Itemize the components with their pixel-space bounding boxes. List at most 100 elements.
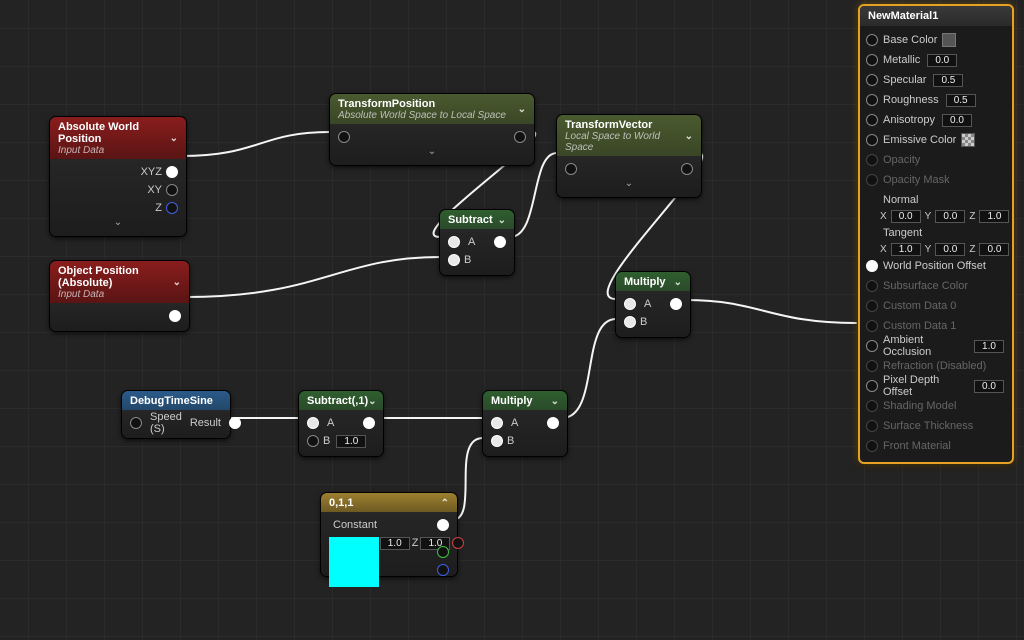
chevron-down-icon[interactable]: ⌄ bbox=[551, 396, 559, 407]
node-title: Subtract bbox=[448, 214, 493, 226]
input-pin-wpo[interactable] bbox=[866, 260, 878, 272]
value-box-b[interactable]: 1.0 bbox=[336, 435, 366, 448]
input-pin-basecolor[interactable] bbox=[866, 34, 878, 46]
chevron-down-icon[interactable]: ⌄ bbox=[518, 104, 526, 115]
input-pin-opacity bbox=[866, 154, 878, 166]
label-surfthk: Surface Thickness bbox=[883, 420, 973, 432]
input-pin-b[interactable] bbox=[624, 316, 636, 328]
output-pin[interactable] bbox=[670, 298, 682, 310]
chevron-down-icon[interactable]: ⌄ bbox=[685, 131, 693, 142]
pin-label-b: B bbox=[636, 316, 651, 328]
input-pin-b[interactable] bbox=[307, 435, 319, 447]
chevron-down-icon[interactable]: ⌄ bbox=[170, 133, 178, 144]
chevron-down-icon[interactable]: ⌄ bbox=[368, 396, 376, 407]
node-multiply-lower[interactable]: Multiply ⌄ A B bbox=[483, 391, 567, 456]
node-header[interactable]: 0,1,1 ⌃ bbox=[321, 493, 457, 512]
output-pin[interactable] bbox=[363, 417, 375, 429]
color-swatch[interactable] bbox=[329, 537, 379, 587]
input-pin-metallic[interactable] bbox=[866, 54, 878, 66]
label-specular: Specular bbox=[883, 74, 926, 86]
output-pin[interactable] bbox=[494, 236, 506, 248]
value-y[interactable]: 1.0 bbox=[380, 537, 410, 550]
expand-chevron-icon[interactable]: ⌄ bbox=[338, 146, 526, 159]
material-output-panel[interactable]: NewMaterial1 Base Color Metallic0.0 Spec… bbox=[858, 4, 1014, 464]
node-header[interactable]: Multiply ⌄ bbox=[616, 272, 690, 291]
value-tangent-z[interactable]: 0.0 bbox=[979, 243, 1009, 256]
input-pin-a[interactable] bbox=[448, 236, 460, 248]
value-anisotropy[interactable]: 0.0 bbox=[942, 114, 972, 127]
expand-chevron-icon[interactable]: ⌄ bbox=[58, 217, 178, 230]
input-pin-speed[interactable] bbox=[130, 417, 142, 429]
value-pdo[interactable]: 0.0 bbox=[974, 380, 1004, 393]
input-pin[interactable] bbox=[338, 131, 350, 143]
input-pin-b[interactable] bbox=[448, 254, 460, 266]
label-refraction: Refraction (Disabled) bbox=[883, 360, 986, 372]
value-normal-z[interactable]: 1.0 bbox=[979, 210, 1009, 223]
node-transform-position[interactable]: TransformPosition Absolute World Space t… bbox=[330, 94, 534, 165]
value-specular[interactable]: 0.5 bbox=[933, 74, 963, 87]
chevron-down-icon[interactable]: ⌄ bbox=[173, 277, 181, 288]
output-pin-xyz[interactable] bbox=[166, 166, 178, 178]
input-pin-a[interactable] bbox=[624, 298, 636, 310]
node-transform-vector[interactable]: TransformVector Local Space to World Spa… bbox=[557, 115, 701, 197]
output-pin[interactable] bbox=[169, 310, 181, 322]
node-header[interactable]: Multiply ⌄ bbox=[483, 391, 567, 410]
label-pdo: Pixel Depth Offset bbox=[883, 374, 967, 398]
output-pin[interactable] bbox=[514, 131, 526, 143]
node-header[interactable]: TransformVector Local Space to World Spa… bbox=[557, 115, 701, 156]
node-header[interactable]: Object Position (Absolute) Input Data ⌄ bbox=[50, 261, 189, 303]
label-roughness: Roughness bbox=[883, 94, 939, 106]
output-pin-result[interactable] bbox=[229, 417, 241, 429]
node-object-position[interactable]: Object Position (Absolute) Input Data ⌄ bbox=[50, 261, 189, 331]
panel-title: NewMaterial1 bbox=[860, 6, 1012, 26]
input-pin-a[interactable] bbox=[491, 417, 503, 429]
input-pin-anisotropy[interactable] bbox=[866, 114, 878, 126]
chevron-down-icon[interactable]: ⌄ bbox=[498, 215, 506, 226]
emissive-swatch[interactable] bbox=[961, 133, 975, 147]
node-header[interactable]: DebugTimeSine bbox=[122, 391, 230, 410]
value-tangent-x[interactable]: 1.0 bbox=[891, 243, 921, 256]
node-subtract-1[interactable]: Subtract(,1) ⌄ A B 1.0 bbox=[299, 391, 383, 456]
value-metallic[interactable]: 0.0 bbox=[927, 54, 957, 67]
input-pin-roughness[interactable] bbox=[866, 94, 878, 106]
input-pin-a[interactable] bbox=[307, 417, 319, 429]
value-normal-y[interactable]: 0.0 bbox=[935, 210, 965, 223]
input-pin[interactable] bbox=[565, 163, 577, 175]
graph-canvas[interactable]: Absolute World Position Input Data ⌄ XYZ… bbox=[0, 0, 1024, 640]
output-pin-r[interactable] bbox=[452, 537, 464, 549]
node-constant-vector[interactable]: 0,1,1 ⌃ Constant X0.0 Y1.0 Z1.0 bbox=[321, 493, 457, 576]
node-subtitle: Absolute World Space to Local Space bbox=[338, 110, 506, 121]
output-pin-b[interactable] bbox=[437, 564, 449, 576]
node-header[interactable]: Subtract(,1) ⌄ bbox=[299, 391, 383, 410]
value-roughness[interactable]: 0.5 bbox=[946, 94, 976, 107]
node-absolute-world-position[interactable]: Absolute World Position Input Data ⌄ XYZ… bbox=[50, 117, 186, 236]
output-pin[interactable] bbox=[547, 417, 559, 429]
output-pin-g[interactable] bbox=[437, 546, 449, 558]
output-pin-xy[interactable] bbox=[166, 184, 178, 196]
node-multiply-right[interactable]: Multiply ⌄ A B bbox=[616, 272, 690, 337]
input-pin-emissive[interactable] bbox=[866, 134, 878, 146]
output-pin[interactable] bbox=[681, 163, 693, 175]
input-pin-specular[interactable] bbox=[866, 74, 878, 86]
chevron-up-icon[interactable]: ⌃ bbox=[441, 498, 449, 509]
expand-chevron-icon[interactable]: ⌄ bbox=[565, 178, 693, 191]
node-header[interactable]: Subtract ⌄ bbox=[440, 210, 514, 229]
node-header[interactable]: Absolute World Position Input Data ⌄ bbox=[50, 117, 186, 159]
input-pin-pdo[interactable] bbox=[866, 380, 878, 392]
chevron-down-icon[interactable]: ⌄ bbox=[674, 277, 682, 288]
node-subtract[interactable]: Subtract ⌄ A B bbox=[440, 210, 514, 275]
input-pin-ao[interactable] bbox=[866, 340, 878, 352]
node-debug-time-sine[interactable]: DebugTimeSine Speed (S) Result bbox=[122, 391, 230, 438]
output-pin-rgb[interactable] bbox=[437, 519, 449, 531]
node-title: Subtract(,1) bbox=[307, 395, 368, 407]
value-ao[interactable]: 1.0 bbox=[974, 340, 1004, 353]
node-header[interactable]: TransformPosition Absolute World Space t… bbox=[330, 94, 534, 124]
value-tangent-y[interactable]: 0.0 bbox=[935, 243, 965, 256]
basecolor-swatch[interactable] bbox=[942, 33, 956, 47]
output-pin-z[interactable] bbox=[166, 202, 178, 214]
input-pin-cd0 bbox=[866, 300, 878, 312]
input-pin-subsurf bbox=[866, 280, 878, 292]
value-normal-x[interactable]: 0.0 bbox=[891, 210, 921, 223]
input-pin-b[interactable] bbox=[491, 435, 503, 447]
node-title: Object Position (Absolute) bbox=[58, 265, 139, 289]
